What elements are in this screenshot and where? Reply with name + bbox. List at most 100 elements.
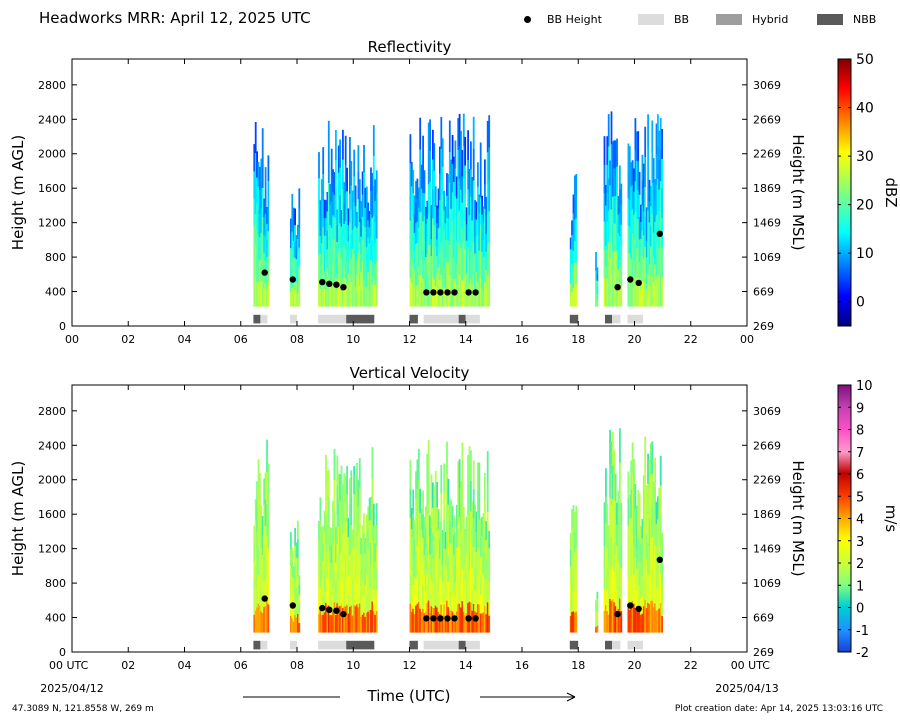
echo-cell	[645, 289, 648, 307]
echo-cell	[257, 574, 260, 604]
echo-cell	[434, 186, 437, 207]
echo-cell	[298, 188, 301, 209]
echo-cell	[332, 566, 334, 589]
echo-cell	[617, 537, 620, 562]
echo-cell	[654, 221, 656, 244]
echo-cell	[467, 218, 469, 248]
echo-cell	[349, 221, 351, 251]
echo-cell	[375, 170, 378, 194]
echo-cell	[441, 138, 444, 167]
echo-cell	[482, 206, 485, 224]
echo-cell	[353, 201, 356, 229]
echo-cell	[635, 247, 638, 278]
echo-cell	[322, 279, 325, 307]
echo-cell	[640, 596, 642, 615]
echo-cell	[329, 597, 332, 616]
echo-cell	[360, 236, 363, 255]
echo-cell	[661, 247, 663, 277]
echo-cell	[267, 180, 270, 206]
bb-height-marker	[656, 230, 663, 237]
echo-cell	[343, 473, 346, 501]
echo-cell	[346, 549, 348, 578]
bb-type-bar-bb	[465, 640, 480, 650]
echo-cell	[446, 441, 448, 474]
echo-cell	[434, 524, 437, 552]
echo-cell	[363, 198, 365, 226]
echo-cell	[638, 562, 641, 587]
echo-cell	[254, 244, 257, 276]
echo-cell	[467, 247, 469, 278]
echo-cell	[617, 608, 620, 633]
echo-cell	[613, 140, 616, 169]
echo-cell	[574, 592, 576, 613]
echo-cell	[630, 162, 633, 187]
echo-cell	[326, 605, 329, 633]
echo-cell	[477, 234, 479, 259]
echo-cell	[374, 578, 377, 597]
echo-cell	[617, 490, 620, 515]
echo-cell	[254, 183, 257, 215]
page-title: Headworks MRR: April 12, 2025 UTC	[39, 9, 311, 27]
echo-cell	[651, 473, 654, 506]
echo-cell	[332, 260, 334, 284]
x-tick-label: 22	[684, 659, 698, 672]
echo-cell	[637, 277, 640, 307]
echo-cell	[422, 221, 424, 250]
echo-cell	[642, 211, 645, 236]
echo-cell	[427, 504, 430, 537]
echo-cell	[361, 578, 364, 598]
echo-cell	[635, 547, 638, 570]
echo-cell	[259, 605, 261, 633]
echo-cell	[330, 201, 333, 228]
echo-cell	[486, 451, 489, 482]
echo-cell	[372, 610, 375, 633]
echo-cell	[453, 256, 455, 282]
echo-cell	[620, 285, 623, 307]
echo-cell	[416, 488, 419, 518]
echo-cell	[357, 279, 360, 307]
echo-cell	[291, 604, 294, 619]
bb-type-bar-nbb	[569, 314, 579, 324]
echo-cell	[327, 120, 330, 153]
echo-cell	[323, 199, 326, 218]
echo-cell	[335, 247, 337, 278]
echo-cell	[481, 251, 483, 270]
echo-cell	[659, 180, 662, 213]
colorbar-tick-label: 30	[856, 149, 874, 165]
echo-cell	[254, 521, 257, 544]
echo-cell	[607, 525, 610, 544]
echo-cell	[450, 522, 453, 545]
echo-cell	[419, 274, 422, 307]
echo-cell	[354, 579, 357, 607]
echo-cell	[365, 226, 368, 247]
colorbar-label: m/s	[882, 505, 900, 533]
echo-cell	[475, 201, 478, 220]
echo-cell	[343, 223, 346, 245]
echo-cell	[409, 162, 412, 192]
echo-cell	[616, 524, 618, 547]
echo-cell	[332, 169, 334, 193]
echo-cell	[347, 241, 350, 258]
echo-cell	[356, 274, 358, 291]
echo-cell	[319, 217, 322, 236]
echo-cell	[365, 206, 368, 227]
echo-cell	[336, 209, 339, 226]
echo-cell	[330, 562, 333, 581]
y-tick-label-right: 3069	[753, 405, 781, 418]
echo-cell	[451, 527, 454, 549]
echo-cell	[640, 543, 642, 562]
echo-cell	[474, 525, 476, 548]
echo-cell	[569, 549, 572, 567]
echo-cell	[606, 546, 609, 569]
echo-cell	[607, 146, 610, 179]
echo-cell	[633, 237, 635, 261]
echo-cell	[638, 261, 641, 285]
echo-cell	[292, 577, 295, 589]
echo-cell	[298, 266, 301, 287]
echo-cell	[474, 589, 476, 612]
echo-cell	[344, 192, 347, 222]
y-tick-label: 2400	[38, 439, 66, 452]
echo-cell	[254, 214, 257, 246]
echo-cell	[482, 256, 485, 274]
echo-cell	[357, 172, 360, 200]
